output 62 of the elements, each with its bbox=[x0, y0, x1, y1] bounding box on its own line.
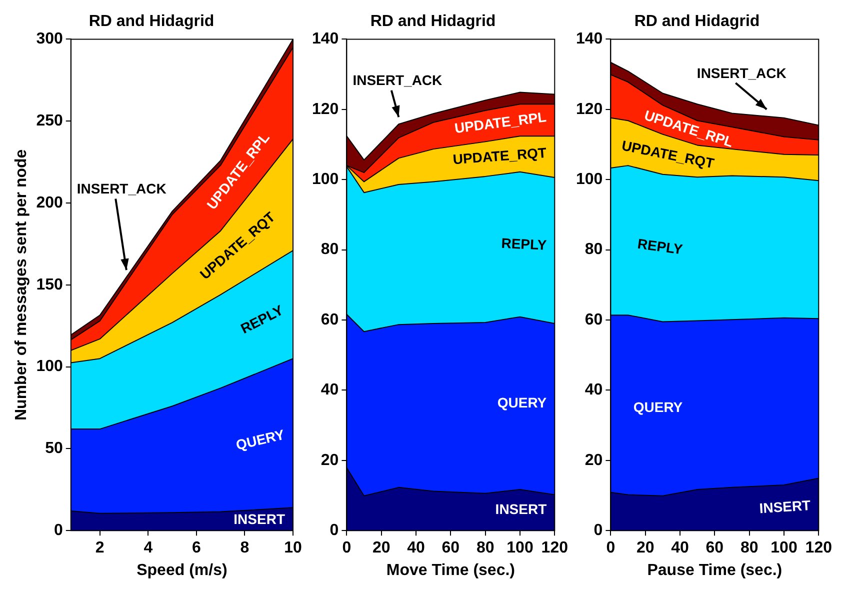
y-tick-label: 20 bbox=[584, 452, 603, 469]
series-label: INSERT_ACK bbox=[696, 64, 786, 81]
y-tick-label: 80 bbox=[584, 241, 603, 258]
x-tick-label: 20 bbox=[372, 540, 390, 557]
x-axis-title: Speed (m/s) bbox=[136, 562, 228, 579]
y-tick-label: 300 bbox=[36, 30, 63, 48]
series-label: QUERY bbox=[234, 426, 287, 453]
chart-title: RD and Hidagrid bbox=[634, 13, 760, 30]
y-tick-label: 80 bbox=[320, 241, 339, 258]
y-tick-label: 100 bbox=[576, 171, 603, 188]
y-tick-label: 100 bbox=[312, 171, 339, 188]
y-tick-label: 60 bbox=[584, 311, 603, 328]
y-tick-label: 200 bbox=[36, 194, 63, 212]
x-tick-label: 0 bbox=[606, 540, 616, 557]
series-label: QUERY bbox=[633, 399, 684, 416]
x-tick-label: 120 bbox=[541, 540, 568, 557]
x-tick-label: 60 bbox=[442, 540, 460, 557]
y-tick-label: 140 bbox=[576, 30, 603, 48]
y-tick-label: 50 bbox=[45, 440, 63, 458]
y-tick-label: 0 bbox=[330, 522, 339, 540]
x-tick-label: 2 bbox=[95, 540, 104, 557]
y-tick-label: 0 bbox=[54, 522, 63, 540]
series-label: INSERT bbox=[234, 510, 286, 527]
y-tick-label: 40 bbox=[584, 382, 603, 399]
y-tick-label: 150 bbox=[36, 276, 63, 294]
y-tick-label: 40 bbox=[320, 382, 339, 399]
x-tick-label: 80 bbox=[740, 540, 758, 557]
x-tick-label: 100 bbox=[506, 540, 534, 557]
x-tick-label: 0 bbox=[342, 540, 352, 557]
series-label: REPLY bbox=[636, 235, 684, 258]
y-tick-label: 120 bbox=[312, 100, 339, 118]
x-tick-label: 4 bbox=[144, 540, 153, 557]
y-tick-label: 0 bbox=[594, 522, 603, 540]
x-tick-label: 80 bbox=[476, 540, 494, 557]
x-tick-label: 120 bbox=[805, 540, 832, 557]
y-axis-title: Number of messages sent per node bbox=[13, 149, 30, 420]
x-tick-label: 100 bbox=[770, 540, 798, 557]
x-tick-label: 40 bbox=[407, 540, 426, 557]
x-tick-label: 60 bbox=[706, 540, 724, 557]
y-tick-label: 100 bbox=[36, 358, 63, 376]
series-label: UPDATE_RPL bbox=[454, 108, 548, 136]
x-tick-label: 20 bbox=[636, 540, 654, 557]
x-axis-title: Pause Time (sec.) bbox=[647, 562, 782, 579]
y-tick-label: 20 bbox=[320, 452, 339, 469]
x-tick-label: 8 bbox=[240, 540, 250, 557]
series-label: INSERT bbox=[495, 501, 548, 517]
x-axis-title: Move Time (sec.) bbox=[386, 562, 515, 579]
chart-title: RD and Hidagrid bbox=[88, 13, 214, 30]
x-tick-label: 10 bbox=[284, 540, 302, 557]
series-label: UPDATE_RQT bbox=[452, 144, 548, 168]
y-tick-label: 140 bbox=[312, 30, 339, 48]
y-tick-label: 120 bbox=[576, 100, 603, 118]
x-tick-label: 6 bbox=[192, 540, 201, 557]
series-label: INSERT bbox=[758, 496, 812, 516]
series-label: REPLY bbox=[500, 234, 548, 253]
series-label: INSERT_ACK bbox=[76, 180, 166, 197]
series-label: QUERY bbox=[497, 394, 548, 410]
series-label: INSERT_ACK bbox=[352, 72, 442, 88]
y-tick-label: 250 bbox=[36, 112, 63, 130]
x-tick-label: 40 bbox=[671, 540, 690, 557]
chart-title: RD and Hidagrid bbox=[370, 13, 496, 30]
y-tick-label: 60 bbox=[320, 311, 339, 328]
